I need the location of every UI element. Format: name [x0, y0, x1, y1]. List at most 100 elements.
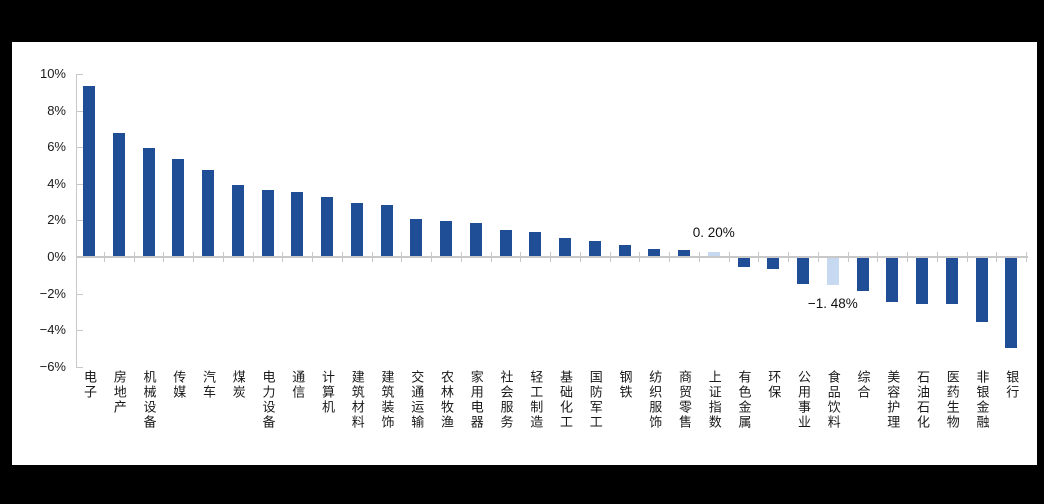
- category-label: 环保: [766, 370, 782, 400]
- x-axis-tick: [698, 252, 700, 262]
- x-axis-tick: [252, 252, 254, 262]
- bar: [886, 258, 899, 302]
- category-label: 机械设备: [141, 370, 157, 430]
- category-label: 社会服务: [498, 370, 514, 430]
- category-label: 轻工制造: [528, 370, 544, 430]
- y-axis-tick: [76, 183, 83, 185]
- y-axis-tick: [76, 330, 83, 332]
- bar: [737, 258, 750, 268]
- bar: [648, 248, 661, 256]
- y-axis-tick-label: 6%: [47, 139, 66, 155]
- x-axis-tick: [371, 252, 373, 262]
- x-axis-tick: [1026, 252, 1028, 262]
- category-label: 基础化工: [558, 370, 573, 430]
- category-label: 纺织服饰: [647, 370, 663, 430]
- x-axis-tick: [639, 252, 641, 262]
- bar: [231, 184, 244, 256]
- category-label: 交通运输: [409, 370, 425, 430]
- y-axis-tick-label: −2%: [39, 285, 66, 301]
- x-axis-tick: [966, 252, 968, 262]
- x-axis-tick: [282, 252, 284, 262]
- bar: [856, 258, 869, 291]
- category-label: 农林牧渔: [439, 370, 454, 430]
- bar: [678, 249, 690, 256]
- x-axis-tick: [817, 252, 819, 262]
- bar: [618, 245, 631, 256]
- x-axis-tick: [996, 252, 998, 262]
- bar: [826, 258, 839, 286]
- y-axis-tick: [76, 147, 83, 149]
- x-axis-tick: [222, 252, 224, 262]
- bar: [142, 148, 155, 256]
- x-axis-tick: [163, 252, 165, 262]
- bar: [380, 204, 393, 256]
- x-axis-line: [76, 256, 1028, 258]
- bar: [261, 190, 274, 256]
- category-label: 建筑装饰: [379, 370, 395, 430]
- y-axis-tick-label: 10%: [39, 66, 66, 81]
- bar: [767, 258, 780, 269]
- y-axis-tick-label: 0%: [47, 249, 66, 264]
- x-axis-tick: [907, 252, 909, 262]
- x-axis-tick: [103, 252, 105, 262]
- bar: [529, 232, 542, 256]
- x-axis-tick: [550, 252, 552, 262]
- y-axis-tick: [76, 74, 83, 75]
- bar: [797, 258, 809, 284]
- data-label: 0. 20%: [692, 225, 735, 241]
- x-axis-tick: [877, 252, 879, 262]
- y-axis-tick-label: −6%: [39, 358, 66, 374]
- x-axis-tick: [193, 252, 195, 262]
- bar: [499, 230, 512, 256]
- bar: [291, 191, 304, 256]
- bar: [975, 258, 988, 322]
- y-axis-tick-label: −4%: [39, 322, 66, 338]
- y-axis-tick-label: 2%: [47, 212, 66, 228]
- x-axis-tick: [758, 252, 760, 262]
- bar: [559, 237, 571, 256]
- category-label: 石油石化: [915, 370, 930, 430]
- x-axis-tick: [133, 252, 135, 262]
- category-label: 通信: [290, 370, 306, 400]
- bar: [410, 219, 423, 256]
- category-label: 美容护理: [885, 370, 901, 430]
- category-label: 上证指数: [706, 370, 722, 430]
- x-axis-tick: [460, 252, 462, 262]
- bar: [916, 258, 928, 304]
- bar: [112, 133, 125, 256]
- category-label: 传媒: [171, 370, 187, 400]
- data-label: −1. 48%: [807, 296, 858, 312]
- category-label: 钢铁: [617, 370, 633, 400]
- y-axis-tick: [76, 293, 83, 295]
- y-axis-tick-label: 4%: [47, 175, 66, 191]
- bar: [350, 202, 363, 256]
- x-axis-tick: [609, 252, 611, 262]
- bar: [469, 223, 482, 256]
- category-label: 公用事业: [796, 370, 811, 430]
- y-axis-tick: [76, 366, 83, 368]
- x-axis-tick: [431, 252, 433, 262]
- x-axis-tick: [669, 252, 671, 262]
- category-label: 银行: [1004, 370, 1020, 400]
- bar: [440, 221, 452, 256]
- category-label: 综合: [855, 370, 871, 400]
- category-label: 商贸零售: [677, 370, 692, 430]
- category-label: 计算机: [320, 370, 335, 415]
- x-axis-tick: [312, 252, 314, 262]
- category-label: 电子: [82, 370, 97, 400]
- y-axis-tick-label: 8%: [47, 102, 66, 118]
- x-axis-tick: [936, 252, 938, 262]
- category-label: 国防军工: [587, 370, 603, 430]
- category-label: 电力设备: [260, 370, 276, 430]
- bar: [202, 170, 214, 256]
- x-axis-tick: [490, 252, 492, 262]
- bar: [321, 197, 333, 256]
- bar: [1005, 258, 1018, 348]
- category-label: 建筑材料: [349, 370, 365, 430]
- category-label: 家用电器: [468, 370, 484, 430]
- bar: [172, 159, 185, 256]
- category-label: 煤炭: [230, 370, 246, 400]
- y-axis-tick: [76, 110, 83, 112]
- bar: [588, 241, 601, 256]
